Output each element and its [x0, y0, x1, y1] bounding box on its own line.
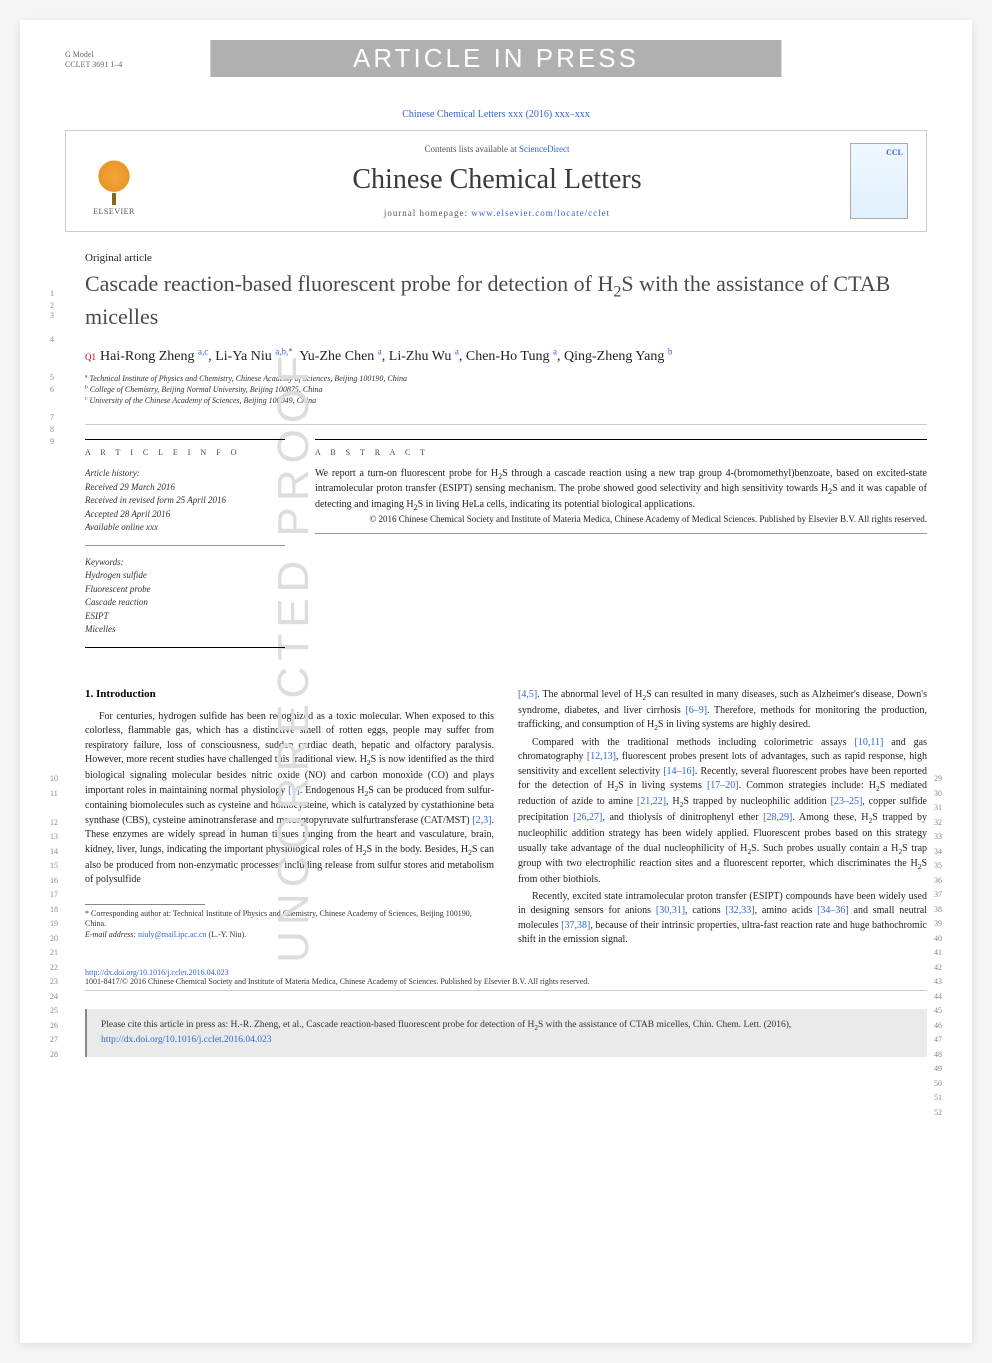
history-received: Received 29 March 2016 — [85, 481, 285, 495]
keyword-1: Fluorescent probe — [85, 583, 285, 597]
article-in-press-banner: ARTICLE IN PRESS — [210, 40, 781, 77]
contents-available-line: Contents lists available at ScienceDirec… — [162, 144, 832, 154]
journal-name: Chinese Chemical Letters — [162, 164, 832, 196]
issn-copyright: 1001-8417/© 2016 Chinese Chemical Societ… — [85, 977, 927, 986]
left-column: 1. Introduction For centuries, hydrogen … — [85, 688, 494, 950]
body-line-numbers-right: 2930313233343536373839404142434445464748… — [934, 772, 942, 1120]
author-list: Hai-Rong Zheng a,c, Li-Ya Niu a,b,*, Yu-… — [100, 349, 672, 364]
doi-block: http://dx.doi.org/10.1016/j.cclet.2016.0… — [85, 968, 927, 991]
affiliations: a Technical Institute of Physics and Che… — [85, 373, 927, 407]
keywords-label: Keywords: — [85, 556, 285, 570]
affiliation-a: a Technical Institute of Physics and Che… — [85, 373, 927, 384]
header-center: Contents lists available at ScienceDirec… — [162, 144, 832, 218]
email-line: E-mail address: niuly@mail.ipc.ac.cn (L.… — [85, 930, 494, 940]
abstract-text: We report a turn-on fluorescent probe fo… — [315, 467, 927, 534]
email-who: (L.-Y. Niu). — [207, 930, 247, 939]
elsevier-logo: ELSEVIER — [84, 146, 144, 216]
abstract-column: A B S T R A C T We report a turn-on fluo… — [315, 439, 927, 658]
doi-link[interactable]: http://dx.doi.org/10.1016/j.cclet.2016.0… — [85, 968, 229, 977]
abstract-heading: A B S T R A C T — [315, 448, 927, 457]
authors: Q1 Hai-Rong Zheng a,c, Li-Ya Niu a,b,*, Y… — [85, 346, 927, 365]
elsevier-text: ELSEVIER — [93, 207, 135, 216]
journal-reference: Chinese Chemical Letters xxx (2016) xxx–… — [65, 109, 927, 120]
footnote-separator — [85, 904, 205, 905]
page: G Model CCLET 3691 1–4 ARTICLE IN PRESS … — [20, 20, 972, 1343]
history-accepted: Accepted 28 April 2016 — [85, 508, 285, 522]
article-type: Original article — [85, 252, 927, 264]
affiliation-c: c University of the Chinese Academy of S… — [85, 395, 927, 406]
email-link[interactable]: niuly@mail.ipc.ac.cn — [138, 930, 206, 939]
section-1-heading: 1. Introduction — [85, 688, 494, 700]
keyword-3: ESIPT — [85, 610, 285, 624]
keywords-block: Keywords: Hydrogen sulfide Fluorescent p… — [85, 556, 285, 648]
email-label: E-mail address: — [85, 930, 138, 939]
homepage-prefix: journal homepage: — [384, 208, 471, 218]
history-revised: Received in revised form 25 April 2016 — [85, 494, 285, 508]
homepage-line: journal homepage: www.elsevier.com/locat… — [162, 208, 832, 218]
history-online: Available online xxx — [85, 521, 285, 535]
q1-marker: Q1 — [85, 352, 96, 362]
body-columns: 1. Introduction For centuries, hydrogen … — [85, 688, 927, 950]
info-abstract-row: A R T I C L E I N F O Article history: R… — [85, 424, 927, 658]
abstract-copyright: © 2016 Chinese Chemical Society and Inst… — [315, 513, 927, 526]
journal-header-box: ELSEVIER Contents lists available at Sci… — [65, 130, 927, 232]
elsevier-tree-icon — [89, 157, 139, 205]
journal-cover-thumbnail — [850, 143, 908, 219]
abstract-body: We report a turn-on fluorescent probe fo… — [315, 468, 927, 509]
contents-prefix: Contents lists available at — [425, 144, 519, 154]
affiliation-b: b College of Chemistry, Beijing Normal U… — [85, 384, 927, 395]
line-number-3-4: 34 — [50, 310, 54, 346]
citation-box: Please cite this article in press as: H.… — [85, 1009, 927, 1057]
line-number-1-2: 12 — [50, 288, 54, 312]
keyword-4: Micelles — [85, 623, 285, 637]
homepage-link[interactable]: www.elsevier.com/locate/cclet — [471, 208, 610, 218]
history-label: Article history: — [85, 467, 285, 481]
col1-text: For centuries, hydrogen sulfide has been… — [85, 710, 494, 888]
line-number-5-6: 56 — [50, 372, 54, 396]
right-column: [4,5]. The abnormal level of H2S can res… — [518, 688, 927, 950]
col2-text: [4,5]. The abnormal level of H2S can res… — [518, 688, 927, 948]
body-line-numbers-left: 10111213141516171819202122232425262728 — [50, 772, 58, 1062]
sciencedirect-link[interactable]: ScienceDirect — [519, 144, 569, 154]
article-info-column: A R T I C L E I N F O Article history: R… — [85, 439, 285, 658]
article-history-block: Article history: Received 29 March 2016 … — [85, 467, 285, 546]
article-title: Cascade reaction-based fluorescent probe… — [85, 270, 927, 332]
article-info-heading: A R T I C L E I N F O — [85, 448, 285, 457]
corresp-text: * Corresponding author at: Technical Ins… — [85, 909, 494, 930]
keyword-0: Hydrogen sulfide — [85, 569, 285, 583]
keyword-2: Cascade reaction — [85, 596, 285, 610]
corresponding-author-footnote: * Corresponding author at: Technical Ins… — [85, 909, 494, 940]
line-number-7-9: 789 — [50, 412, 54, 448]
